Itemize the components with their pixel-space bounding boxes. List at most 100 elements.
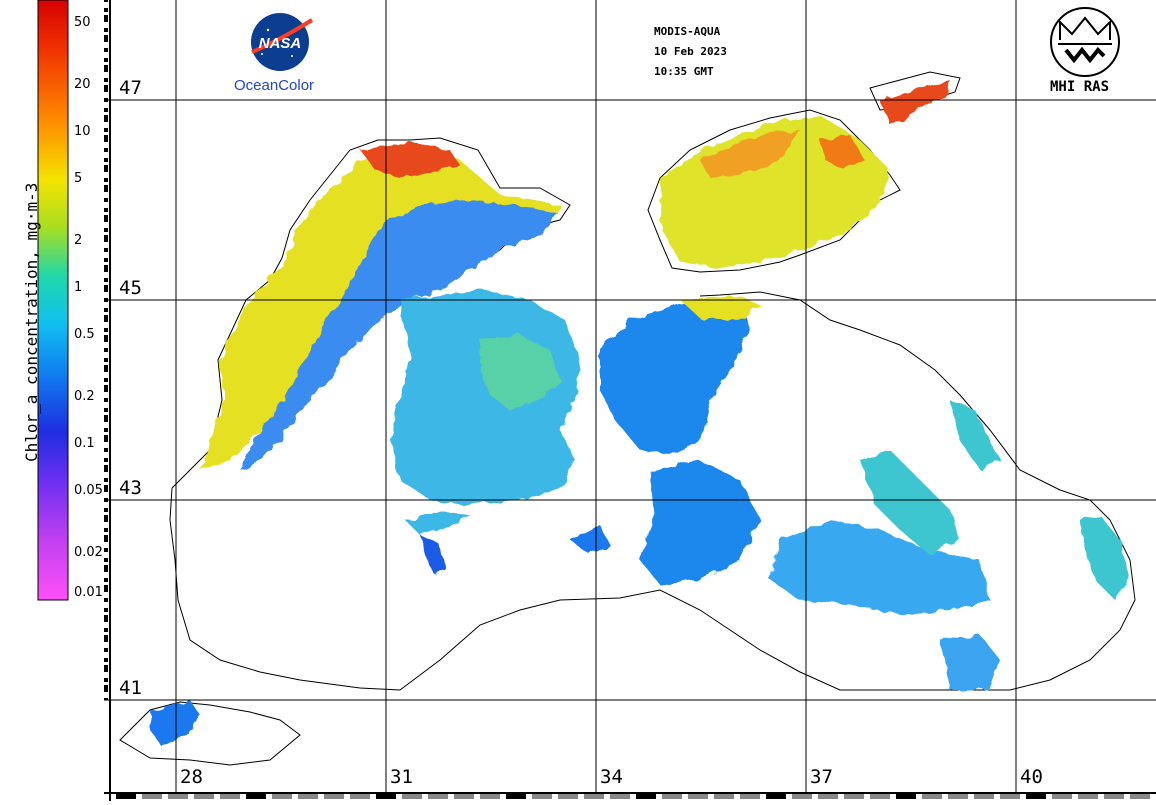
ruler-tick <box>350 794 370 799</box>
ruler-tick <box>636 794 656 799</box>
colorbar-tick-label: 0.2 <box>74 388 95 404</box>
ruler-tick <box>104 22 108 28</box>
ruler-tick <box>376 794 396 799</box>
ruler-tick <box>104 142 108 148</box>
ruler-tick <box>104 552 108 558</box>
colorbar-title: Chlor_a concentration, mg·m-3 <box>22 182 41 462</box>
colorbar-tick-label: 0.5 <box>74 326 95 342</box>
ruler-tick <box>298 794 318 799</box>
ruler-tick <box>104 232 108 235</box>
ruler-tick <box>104 532 108 535</box>
ruler-tick <box>246 794 266 799</box>
ruler-tick <box>104 252 108 258</box>
ruler-tick <box>104 152 108 158</box>
ruler-tick <box>870 794 890 799</box>
colorbar-tick-label: 0.1 <box>74 435 95 451</box>
date-label: 10 Feb 2023 <box>654 45 727 58</box>
colorbar-tick-label: 20 <box>74 76 91 92</box>
colorbar-tick-label: 0.01 <box>74 585 103 600</box>
ruler-tick <box>766 794 786 799</box>
ruler-tick <box>104 492 108 498</box>
sensor-label: MODIS-AQUA <box>654 25 721 38</box>
ruler-tick <box>104 242 108 248</box>
ruler-tick <box>104 362 108 365</box>
ruler-tick <box>104 652 108 658</box>
ruler-tick <box>104 272 108 278</box>
ruler-tick <box>104 632 108 635</box>
lat-label-43: 43 <box>118 477 143 499</box>
colorbar-tick-label: 1 <box>74 279 83 295</box>
ruler-tick <box>662 794 682 799</box>
ruler-tick <box>104 292 108 298</box>
ocean-color-label: OceanColor <box>234 77 315 94</box>
colorbar-tick-label: 5 <box>74 170 83 186</box>
ruler-tick <box>1104 794 1124 799</box>
ruler-tick <box>104 462 108 465</box>
ruler-tick <box>454 794 474 799</box>
ruler-tick <box>104 372 108 378</box>
ruler-bottom-ticks <box>116 794 1150 799</box>
ruler-tick <box>740 794 760 799</box>
lon-label-31: 31 <box>390 766 413 788</box>
ruler-tick <box>104 12 108 15</box>
lon-label-28: 28 <box>180 766 203 788</box>
ruler-tick <box>1000 794 1020 799</box>
ruler-tick <box>896 794 916 799</box>
ruler-tick <box>714 794 734 799</box>
nasa-wordmark: NASA <box>259 35 302 52</box>
ruler-tick <box>104 422 108 428</box>
ruler-tick <box>104 72 108 78</box>
ruler-tick <box>104 512 108 515</box>
ruler-tick <box>104 682 108 685</box>
ruler-tick <box>974 794 994 799</box>
ruler-tick <box>428 794 448 799</box>
ruler-tick <box>104 262 108 265</box>
ruler-tick <box>220 794 240 799</box>
ruler-tick <box>324 794 344 799</box>
ruler-tick <box>948 794 968 799</box>
ruler-tick <box>104 592 108 598</box>
ruler-tick <box>104 502 108 508</box>
ruler-tick <box>104 662 108 665</box>
ruler-tick <box>104 572 108 578</box>
ruler-tick <box>402 794 422 799</box>
ruler-tick <box>104 312 108 315</box>
ruler-tick <box>104 122 108 128</box>
ruler-tick <box>104 412 108 415</box>
graticule <box>104 0 1156 792</box>
ruler-tick <box>104 2 108 8</box>
colorbar-tick-label: 0.02 <box>74 545 103 561</box>
ruler-tick <box>194 794 214 799</box>
ruler-tick <box>142 794 162 799</box>
ruler-tick <box>480 794 500 799</box>
ruler-tick <box>104 392 108 398</box>
ruler-tick <box>104 452 108 458</box>
ruler-tick <box>104 42 108 48</box>
ruler-tick <box>104 132 108 135</box>
ruler-tick <box>104 282 108 285</box>
ruler-tick <box>104 62 108 65</box>
ruler-tick <box>104 222 108 228</box>
ruler-tick <box>104 192 108 198</box>
ruler-tick <box>104 522 108 528</box>
ruler-tick <box>104 622 108 628</box>
ruler-tick <box>104 672 108 678</box>
ruler-tick <box>104 102 108 108</box>
ruler-tick <box>104 442 108 448</box>
lat-label-41: 41 <box>118 677 143 699</box>
ruler-tick <box>104 32 108 35</box>
left-ruler <box>104 0 108 700</box>
ruler-tick <box>922 794 942 799</box>
ruler-tick <box>1078 794 1098 799</box>
ruler-tick <box>532 794 552 799</box>
ruler-tick <box>104 342 108 348</box>
time-label: 10:35 GMT <box>654 65 714 78</box>
colorbar-tick-label: 2 <box>74 232 83 248</box>
ruler-tick <box>104 332 108 335</box>
ruler-tick <box>104 432 108 435</box>
ruler-tick <box>104 52 108 58</box>
ruler-tick <box>104 542 108 548</box>
ruler-tick <box>104 172 108 178</box>
